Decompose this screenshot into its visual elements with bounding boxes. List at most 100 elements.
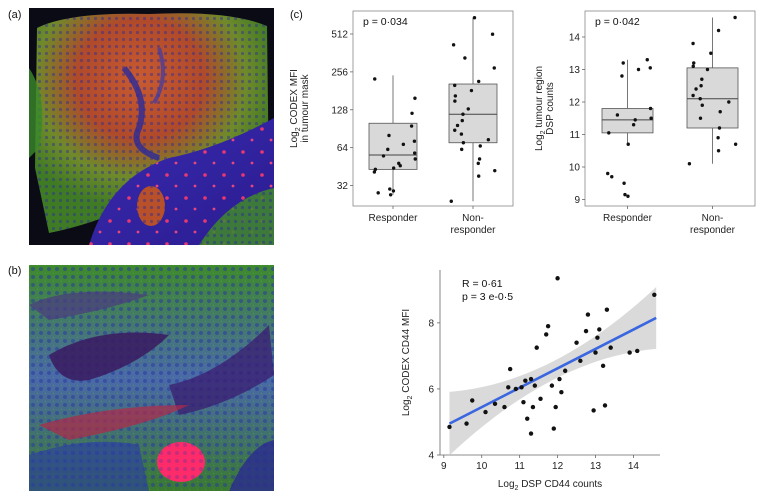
- data-point: [464, 421, 469, 426]
- data-point: [620, 74, 624, 78]
- data-point: [627, 350, 632, 355]
- data-point: [602, 403, 608, 408]
- y-tick-label: 4: [428, 451, 434, 462]
- box-iqr: [601, 108, 654, 134]
- data-point: [523, 378, 528, 383]
- data-point: [388, 187, 392, 191]
- box-iqr: [686, 67, 739, 129]
- x-tick-label: Responder: [369, 213, 419, 224]
- data-point: [717, 126, 722, 130]
- data-point: [585, 312, 591, 317]
- data-point: [716, 136, 720, 140]
- data-point: [386, 147, 390, 152]
- panel-label-a: (a): [8, 9, 22, 21]
- data-point: [559, 390, 564, 395]
- data-point: [477, 79, 481, 84]
- data-point: [648, 106, 653, 111]
- data-point: [492, 66, 496, 70]
- data-point: [621, 61, 625, 65]
- x-tick-label-line2: responder: [450, 225, 496, 236]
- data-point: [604, 307, 610, 312]
- y-axis-label-line2: in tumour mask: [300, 73, 311, 142]
- data-point: [483, 409, 488, 415]
- x-tick-label: Non-: [702, 213, 724, 224]
- x-tick-label: 12: [552, 461, 564, 472]
- data-point: [478, 144, 482, 148]
- data-point: [507, 366, 513, 372]
- data-point: [372, 170, 377, 174]
- data-point: [530, 404, 536, 410]
- y-tick-label: 128: [331, 105, 348, 116]
- data-point: [493, 168, 497, 173]
- data-point: [525, 416, 530, 421]
- data-point: [373, 77, 377, 81]
- data-point: [453, 94, 458, 98]
- x-tick-label: 11: [514, 461, 525, 472]
- data-point: [502, 404, 507, 410]
- y-tick-label: 9: [574, 195, 580, 206]
- data-point: [687, 162, 692, 166]
- y-tick-label: 11: [570, 130, 581, 141]
- data-point: [459, 132, 464, 136]
- data-point: [645, 58, 649, 62]
- data-point: [461, 141, 466, 145]
- y-tick-label: 6: [428, 384, 434, 395]
- micrograph-b: [29, 265, 274, 491]
- data-point: [476, 161, 480, 166]
- data-point: [460, 118, 464, 123]
- data-point: [461, 112, 465, 116]
- p-annotation: p = 3 e-0·5: [462, 291, 513, 303]
- data-point: [607, 131, 611, 135]
- data-point: [694, 87, 698, 91]
- data-point: [492, 401, 498, 406]
- data-point: [700, 77, 704, 81]
- data-point: [626, 142, 630, 146]
- data-point: [528, 376, 534, 382]
- y-tick-label: 64: [337, 143, 349, 154]
- x-axis-label: Log2 DSP CD44 counts: [498, 479, 602, 492]
- data-point: [513, 386, 519, 392]
- y-axis-label: Log2 CODEX CD44 MFI: [401, 309, 414, 416]
- data-point: [555, 276, 560, 281]
- data-point: [453, 99, 457, 103]
- x-tick-label: Responder: [603, 213, 653, 224]
- data-point: [453, 128, 457, 132]
- data-point: [635, 348, 640, 354]
- micrograph-a: [29, 8, 274, 245]
- y-axis-label: Log2 CODEX MFI: [289, 69, 302, 148]
- data-point: [544, 332, 549, 337]
- dsp-counts-boxplot: 9 10 11 12 13 14 Responder Non-responder p = 0·0…: [534, 10, 756, 236]
- data-point: [391, 166, 396, 170]
- data-point: [727, 100, 731, 104]
- x-tick-label: 14: [628, 461, 640, 472]
- data-point: [528, 431, 534, 436]
- data-point: [521, 399, 526, 405]
- y-tick-label: 32: [337, 181, 349, 192]
- x-tick-label: 13: [590, 461, 602, 472]
- data-point: [532, 383, 538, 388]
- panel-label-b: (b): [8, 265, 22, 277]
- data-point: [636, 67, 641, 72]
- data-point: [597, 327, 602, 332]
- data-point: [700, 103, 704, 107]
- data-point: [716, 28, 721, 33]
- data-point: [490, 32, 495, 36]
- y-tick-label: 12: [569, 98, 581, 109]
- y-tick-label: 256: [331, 67, 348, 78]
- data-point: [412, 151, 417, 155]
- data-point: [649, 116, 653, 120]
- data-point: [388, 193, 393, 197]
- data-point: [391, 189, 396, 193]
- data-point: [466, 107, 470, 111]
- data-point: [593, 350, 598, 355]
- y-tick-label: 8: [428, 318, 434, 329]
- data-point: [412, 139, 417, 143]
- data-point: [463, 56, 467, 60]
- data-point: [691, 93, 695, 98]
- data-point: [553, 404, 558, 410]
- data-point: [477, 157, 482, 161]
- r-annotation: R = 0·61: [462, 278, 503, 290]
- data-point: [606, 171, 610, 176]
- data-point: [410, 111, 414, 115]
- x-tick-label: 9: [441, 461, 447, 472]
